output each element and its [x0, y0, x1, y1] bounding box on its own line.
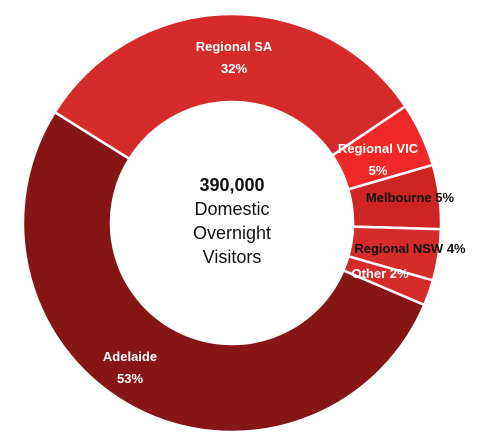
slice-name: Regional NSW	[354, 241, 444, 256]
slice-label: Regional VIC 5%	[338, 141, 419, 178]
slice-label: Regional SA 32%	[196, 39, 273, 76]
slice-label: Other 2%	[351, 266, 409, 281]
slice-value: 53%	[117, 371, 143, 386]
center-label: Visitors	[203, 247, 262, 267]
slice-name: Regional SA	[196, 39, 273, 54]
slice-value: 4%	[447, 241, 466, 256]
slice-value: 2%	[390, 266, 409, 281]
donut-slice	[21, 110, 426, 434]
slice-value: 5%	[369, 163, 388, 178]
slice-name: Other	[351, 266, 386, 281]
slice-name: Regional VIC	[338, 141, 419, 156]
center-label: Overnight	[193, 223, 271, 243]
slice-value: 5%	[435, 190, 454, 205]
slice-name: Melbourne	[366, 190, 432, 205]
slice-label: Melbourne 5%	[366, 190, 455, 205]
donut-slice	[53, 12, 408, 161]
center-label: 390,000	[199, 175, 264, 195]
slice-name: Adelaide	[103, 349, 157, 364]
slice-value: 32%	[221, 61, 247, 76]
center-label: Domestic	[194, 199, 269, 219]
slice-label: Adelaide 53%	[103, 349, 157, 386]
slice-label: Regional NSW 4%	[354, 241, 466, 256]
